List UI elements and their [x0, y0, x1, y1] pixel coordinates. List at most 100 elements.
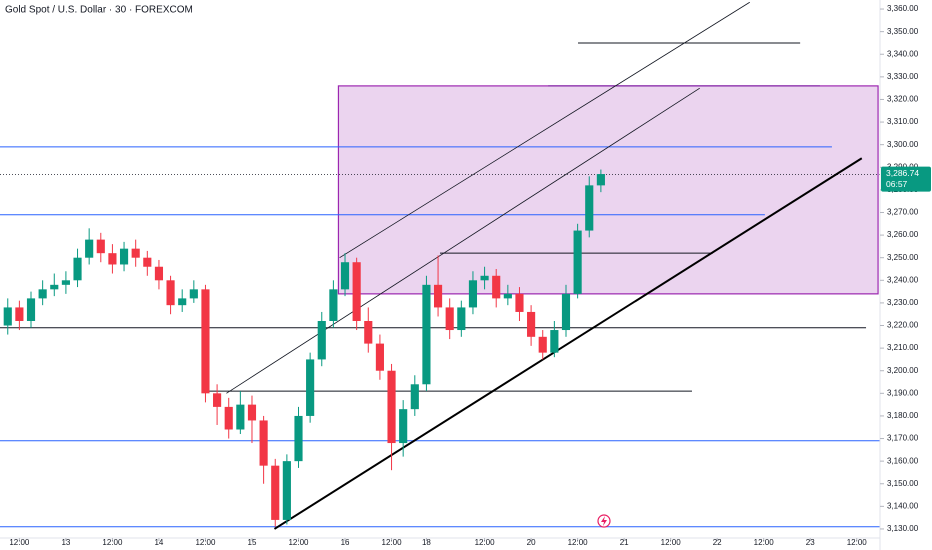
- candle-body: [352, 262, 361, 321]
- candle-body: [38, 289, 47, 299]
- x-tick-label: 20: [527, 538, 536, 547]
- candle-body: [585, 185, 594, 231]
- candle-body: [85, 239, 94, 258]
- candle-body: [61, 280, 70, 285]
- y-tick-label: 3,220.00: [887, 321, 919, 330]
- trend-line: [273, 157, 863, 530]
- last-price-label: 3,286.74: [886, 168, 919, 178]
- y-tick-label: 3,330.00: [887, 72, 919, 81]
- y-tick-label: 3,240.00: [887, 275, 919, 284]
- y-tick-label: 3,360.00: [887, 4, 919, 13]
- candle-body: [166, 280, 175, 306]
- y-tick-label: 3,170.00: [887, 434, 919, 443]
- x-tick-label: 12:00: [382, 538, 403, 547]
- x-tick-label: 14: [154, 538, 163, 547]
- candle-body: [538, 336, 547, 353]
- y-tick-label: 3,260.00: [887, 230, 919, 239]
- candle-body: [178, 298, 187, 306]
- x-tick-label: 15: [248, 538, 257, 547]
- y-tick-label: 3,300.00: [887, 140, 919, 149]
- chart-title: Gold Spot / U.S. Dollar · 30 · FOREXCOM: [5, 5, 193, 16]
- y-tick-label: 3,340.00: [887, 49, 919, 58]
- x-tick-label: 12:00: [754, 538, 775, 547]
- y-tick-label: 3,210.00: [887, 343, 919, 352]
- candle-body: [480, 275, 489, 281]
- candle-body: [259, 420, 268, 466]
- y-tick-label: 3,200.00: [887, 366, 919, 375]
- candle-body: [73, 257, 82, 281]
- y-tick-label: 3,310.00: [887, 117, 919, 126]
- x-tick-label: 16: [341, 538, 350, 547]
- candle-body: [340, 262, 350, 290]
- x-tick-label: 12:00: [475, 538, 496, 547]
- y-tick-label: 3,190.00: [887, 388, 919, 397]
- candle-body: [596, 174, 605, 186]
- candle-body: [271, 465, 280, 520]
- x-tick-label: 12:00: [102, 538, 123, 547]
- candle-body: [399, 409, 408, 444]
- y-tick-label: 3,270.00: [887, 208, 919, 217]
- x-tick-label: 21: [620, 538, 629, 547]
- y-tick-label: 3,140.00: [887, 501, 919, 510]
- candle-body: [573, 230, 582, 294]
- candle-body: [550, 330, 559, 353]
- y-tick-label: 3,130.00: [887, 524, 919, 533]
- candle-body: [236, 404, 245, 430]
- candle-body: [201, 289, 210, 394]
- candle-body: [306, 359, 315, 416]
- candle-body: [422, 284, 431, 385]
- candle-body: [15, 307, 24, 321]
- x-tick-label: 12:00: [568, 538, 589, 547]
- x-tick-label: 12:00: [847, 538, 868, 547]
- candle-body: [143, 257, 152, 267]
- candle-body: [527, 311, 536, 337]
- x-tick-label: 23: [806, 538, 815, 547]
- candle-body: [154, 266, 164, 281]
- candle-body: [561, 293, 571, 331]
- candle-body: [108, 253, 117, 265]
- zone-box: [337, 85, 879, 295]
- candle-body: [282, 461, 291, 520]
- candle-body: [468, 280, 478, 308]
- y-tick-label: 3,230.00: [887, 298, 919, 307]
- candle-body: [50, 284, 59, 290]
- y-tick-label: 3,180.00: [887, 411, 919, 420]
- candle-body: [317, 320, 326, 360]
- candle-body: [189, 289, 198, 299]
- x-tick-label: 12:00: [195, 538, 216, 547]
- candle-body: [515, 293, 524, 312]
- candle-body: [3, 307, 12, 326]
- candle-body: [26, 298, 36, 321]
- candle-body: [375, 343, 384, 371]
- candle-body: [247, 404, 257, 421]
- y-tick-label: 3,320.00: [887, 95, 919, 104]
- x-tick-label: 12:00: [288, 538, 309, 547]
- candle-body: [96, 239, 105, 254]
- trend-line: [226, 87, 700, 394]
- countdown-label: 06:57: [886, 179, 908, 189]
- y-tick-label: 3,160.00: [887, 456, 919, 465]
- y-tick-label: 3,350.00: [887, 27, 919, 36]
- candle-body: [445, 307, 454, 331]
- candle-body: [503, 293, 512, 299]
- candle-body: [364, 320, 373, 344]
- candle-body: [457, 307, 466, 331]
- y-tick-label: 3,150.00: [887, 479, 919, 488]
- x-tick-label: 22: [713, 538, 722, 547]
- candle-body: [119, 248, 129, 265]
- trend-line: [339, 1, 750, 259]
- last-price-tag: [881, 166, 931, 192]
- alert-icon: [597, 514, 611, 528]
- y-tick-label: 3,250.00: [887, 253, 919, 262]
- candle-body: [329, 289, 338, 321]
- x-tick-label: 13: [61, 538, 70, 547]
- candle-body: [131, 248, 140, 258]
- candle-body: [492, 275, 501, 299]
- x-tick-label: 12:00: [661, 538, 682, 547]
- x-tick-label: 18: [422, 538, 431, 547]
- x-tick-label: 12:00: [9, 538, 30, 547]
- candle-body: [433, 284, 443, 308]
- candle-body: [410, 384, 419, 410]
- candle-body: [213, 393, 222, 407]
